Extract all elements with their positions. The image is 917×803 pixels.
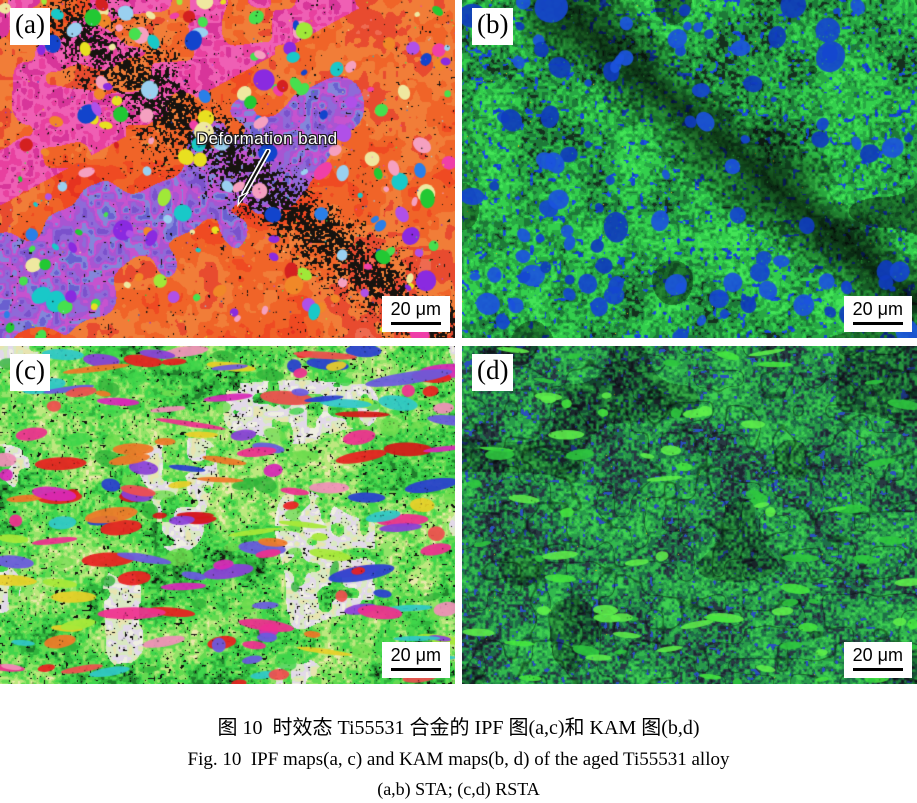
- scale-bar-line: [390, 322, 441, 325]
- scale-bar-label: 20 μm: [390, 299, 441, 320]
- scale-bar-d: 20 μm: [843, 642, 912, 678]
- kam-map-b-micrograph: [462, 0, 917, 338]
- figure-10: (a) Deformation band 20 μm (b) 20 μm (c)…: [0, 0, 917, 686]
- panel-label-b: (b): [472, 8, 514, 45]
- scale-bar-c: 20 μm: [381, 642, 450, 678]
- caption-line-english: Fig. 10 IPF maps(a, c) and KAM maps(b, d…: [187, 749, 730, 770]
- caption-line-chinese: 图 10 时效态 Ti55531 合金的 IPF 图(a,c)和 KAM 图(b…: [217, 717, 700, 739]
- figure-panel-b: (b) 20 μm: [462, 0, 917, 338]
- figure-panel-d: (d) 20 μm: [462, 346, 917, 684]
- caption-line-subcaption: (a,b) STA; (c,d) RSTA: [377, 779, 540, 799]
- down-left-arrow-icon: [237, 149, 271, 208]
- scale-bar-line: [390, 668, 441, 671]
- ipf-map-c-micrograph: [0, 346, 455, 684]
- figure-panel-c: (c) 20 μm: [0, 346, 455, 684]
- figure-panel-a: (a) Deformation band 20 μm: [0, 0, 455, 338]
- ipf-map-a-micrograph: [0, 0, 455, 338]
- deformation-band-annotation: Deformation band: [196, 129, 338, 148]
- scale-bar-label: 20 μm: [852, 645, 903, 666]
- panel-label-d: (d): [472, 354, 514, 391]
- scale-bar-label: 20 μm: [390, 645, 441, 666]
- panel-label-c: (c): [10, 354, 50, 391]
- panel-label-a: (a): [10, 8, 50, 45]
- figure-caption: 图 10 时效态 Ti55531 合金的 IPF 图(a,c)和 KAM 图(b…: [0, 684, 917, 800]
- scale-bar-line: [852, 322, 903, 325]
- scale-bar-a: 20 μm: [381, 296, 450, 332]
- scale-bar-b: 20 μm: [843, 296, 912, 332]
- scale-bar-label: 20 μm: [852, 299, 903, 320]
- kam-map-d-micrograph: [462, 346, 917, 684]
- scale-bar-line: [852, 668, 903, 671]
